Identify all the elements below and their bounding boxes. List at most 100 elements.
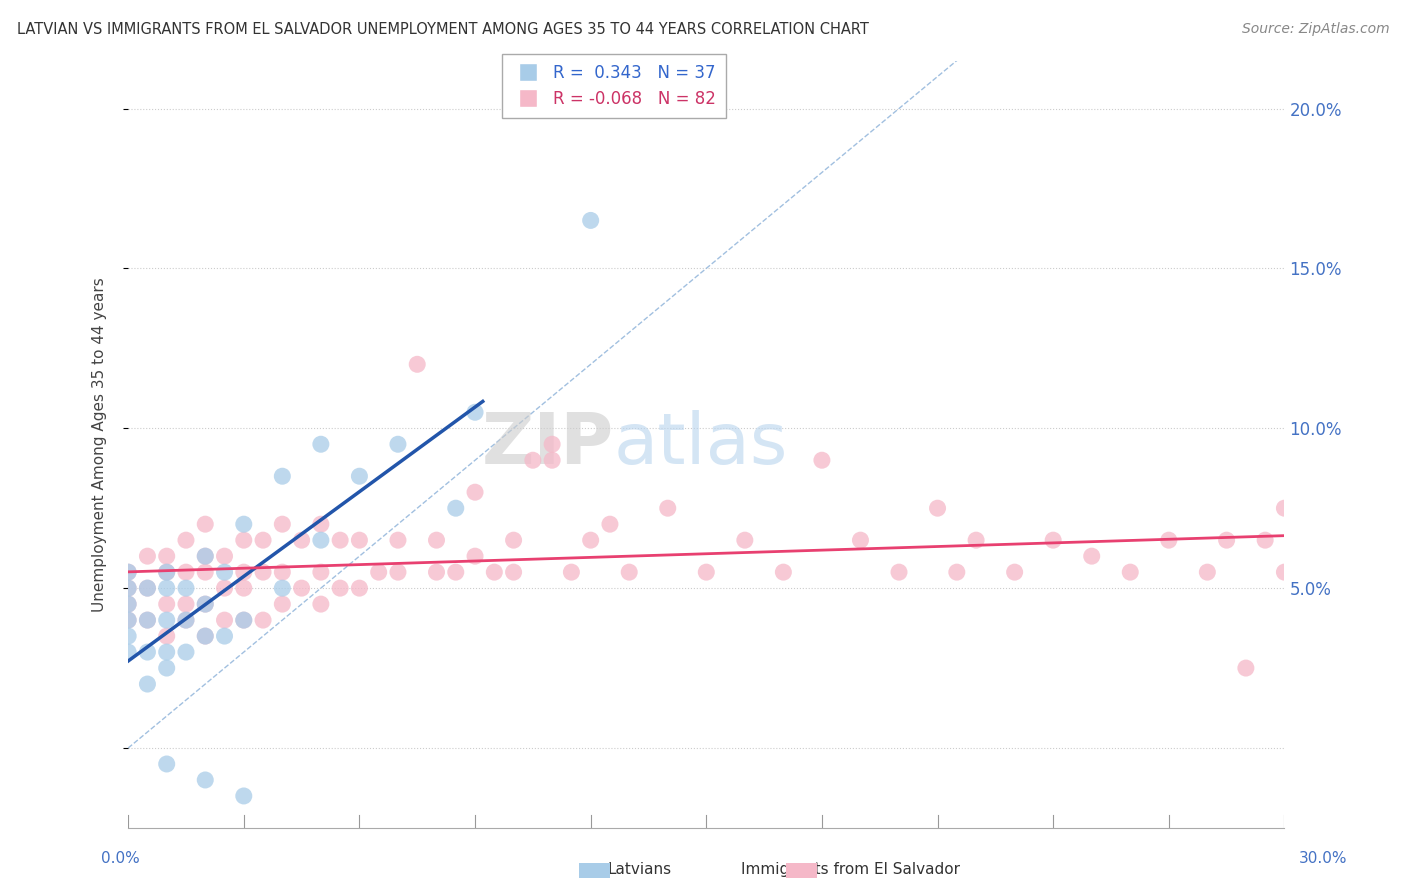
- Point: [349, 581, 371, 595]
- Point: [1197, 565, 1219, 579]
- Point: [232, 533, 254, 548]
- Point: [174, 581, 197, 595]
- Point: [117, 581, 139, 595]
- Text: Immigrants from El Salvador: Immigrants from El Salvador: [741, 863, 960, 877]
- Point: [1274, 565, 1296, 579]
- Point: [136, 677, 159, 691]
- Point: [232, 517, 254, 532]
- Point: [1119, 565, 1142, 579]
- Point: [1274, 501, 1296, 516]
- Point: [117, 597, 139, 611]
- Point: [1254, 533, 1277, 548]
- Point: [329, 533, 352, 548]
- Point: [252, 613, 274, 627]
- Point: [156, 549, 179, 563]
- Point: [387, 437, 409, 451]
- Point: [599, 517, 621, 532]
- Point: [214, 549, 236, 563]
- Point: [1234, 661, 1257, 675]
- Point: [309, 437, 332, 451]
- Point: [849, 533, 872, 548]
- Point: [619, 565, 641, 579]
- Point: [136, 581, 159, 595]
- Point: [309, 517, 332, 532]
- Point: [464, 405, 486, 419]
- Point: [117, 613, 139, 627]
- Point: [174, 613, 197, 627]
- Point: [271, 565, 294, 579]
- Point: [136, 581, 159, 595]
- Point: [156, 645, 179, 659]
- Point: [484, 565, 506, 579]
- Point: [349, 533, 371, 548]
- Point: [214, 565, 236, 579]
- Point: [406, 357, 429, 371]
- Point: [329, 581, 352, 595]
- Point: [695, 565, 717, 579]
- Point: [232, 613, 254, 627]
- Point: [579, 533, 602, 548]
- Point: [927, 501, 949, 516]
- Text: LATVIAN VS IMMIGRANTS FROM EL SALVADOR UNEMPLOYMENT AMONG AGES 35 TO 44 YEARS CO: LATVIAN VS IMMIGRANTS FROM EL SALVADOR U…: [17, 22, 869, 37]
- Point: [1080, 549, 1102, 563]
- Point: [136, 549, 159, 563]
- Y-axis label: Unemployment Among Ages 35 to 44 years: Unemployment Among Ages 35 to 44 years: [93, 277, 107, 612]
- Point: [502, 565, 524, 579]
- Point: [444, 501, 467, 516]
- Point: [174, 645, 197, 659]
- Point: [156, 597, 179, 611]
- Point: [271, 469, 294, 483]
- Point: [232, 565, 254, 579]
- Point: [156, 629, 179, 643]
- Text: 0.0%: 0.0%: [101, 851, 141, 865]
- Point: [194, 629, 217, 643]
- Point: [387, 565, 409, 579]
- Point: [174, 565, 197, 579]
- Point: [367, 565, 389, 579]
- Point: [271, 597, 294, 611]
- Point: [560, 565, 582, 579]
- Point: [541, 453, 564, 467]
- Point: [174, 533, 197, 548]
- Point: [271, 581, 294, 595]
- Point: [156, 661, 179, 675]
- Point: [117, 645, 139, 659]
- Point: [156, 581, 179, 595]
- Point: [117, 581, 139, 595]
- Point: [252, 533, 274, 548]
- Point: [174, 613, 197, 627]
- Text: atlas: atlas: [614, 409, 789, 479]
- Point: [1004, 565, 1026, 579]
- Text: ZIP: ZIP: [481, 409, 614, 479]
- Point: [156, 565, 179, 579]
- Point: [811, 453, 834, 467]
- Point: [194, 772, 217, 787]
- Point: [156, 613, 179, 627]
- Point: [252, 565, 274, 579]
- Point: [117, 597, 139, 611]
- Point: [271, 517, 294, 532]
- Point: [174, 597, 197, 611]
- Point: [214, 581, 236, 595]
- Point: [309, 597, 332, 611]
- Point: [464, 549, 486, 563]
- Point: [541, 437, 564, 451]
- Point: [232, 789, 254, 803]
- Point: [156, 565, 179, 579]
- Point: [309, 565, 332, 579]
- Point: [946, 565, 969, 579]
- Point: [214, 613, 236, 627]
- Point: [734, 533, 756, 548]
- Point: [194, 517, 217, 532]
- Point: [194, 549, 217, 563]
- Point: [1042, 533, 1064, 548]
- Point: [349, 469, 371, 483]
- Point: [194, 629, 217, 643]
- Text: Latvians: Latvians: [607, 863, 672, 877]
- Point: [291, 533, 314, 548]
- Text: 30.0%: 30.0%: [1299, 851, 1347, 865]
- Point: [117, 629, 139, 643]
- Point: [965, 533, 987, 548]
- Point: [117, 613, 139, 627]
- Point: [156, 756, 179, 771]
